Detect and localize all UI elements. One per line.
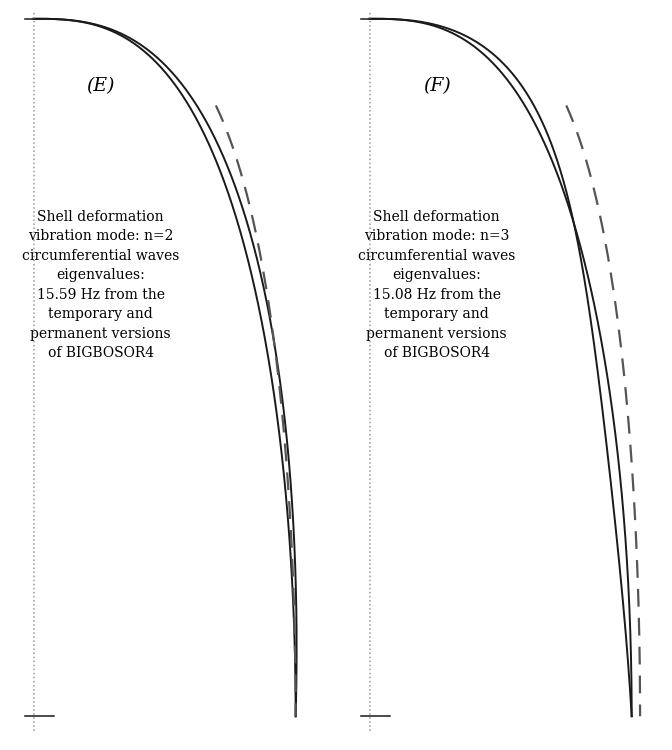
Text: (F): (F) (423, 77, 451, 95)
Text: Shell deformation
vibration mode: n=3
circumferential waves
eigenvalues:
15.08 H: Shell deformation vibration mode: n=3 ci… (358, 210, 515, 360)
Text: Shell deformation
vibration mode: n=2
circumferential waves
eigenvalues:
15.59 H: Shell deformation vibration mode: n=2 ci… (22, 210, 179, 360)
Text: (E): (E) (87, 77, 115, 95)
